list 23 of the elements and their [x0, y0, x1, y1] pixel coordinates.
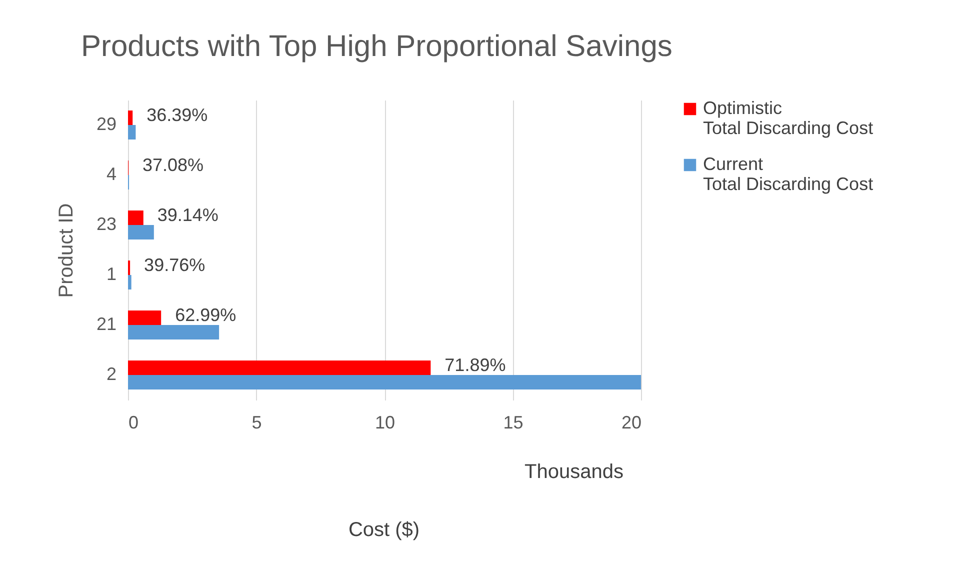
x-axis-title: Cost ($) — [348, 519, 420, 541]
x-tick-label: 20 — [621, 412, 642, 432]
y-tick-label: 23 — [96, 214, 116, 234]
annotation: 37.08% — [142, 155, 204, 175]
annotation: 62.99% — [175, 305, 236, 325]
y-axis-title: Product ID — [55, 203, 78, 298]
y-tick-label: 4 — [106, 164, 116, 184]
x-tick-label: 0 — [128, 412, 139, 432]
x-tick-label: 5 — [252, 412, 262, 432]
annotation: 39.14% — [157, 205, 218, 225]
y-tick-label: 29 — [96, 114, 116, 134]
y-tick-label: 21 — [96, 314, 116, 334]
y-tick-label: 2 — [106, 364, 116, 384]
legend-label: Current Total Discarding Cost — [703, 154, 874, 194]
x-tick-label: 10 — [374, 412, 396, 432]
annotation: 36.39% — [146, 105, 208, 125]
x-tick-label: 15 — [503, 412, 524, 432]
chart-title: Products with Top High Proportional Savings — [80, 30, 672, 63]
y-tick-label: 1 — [106, 264, 116, 284]
annotation: 71.89% — [444, 355, 506, 375]
legend-label: Optimistic Total Discarding Cost — [703, 98, 874, 138]
text: Thousands — [524, 461, 624, 483]
annotation: 39.76% — [144, 255, 206, 275]
